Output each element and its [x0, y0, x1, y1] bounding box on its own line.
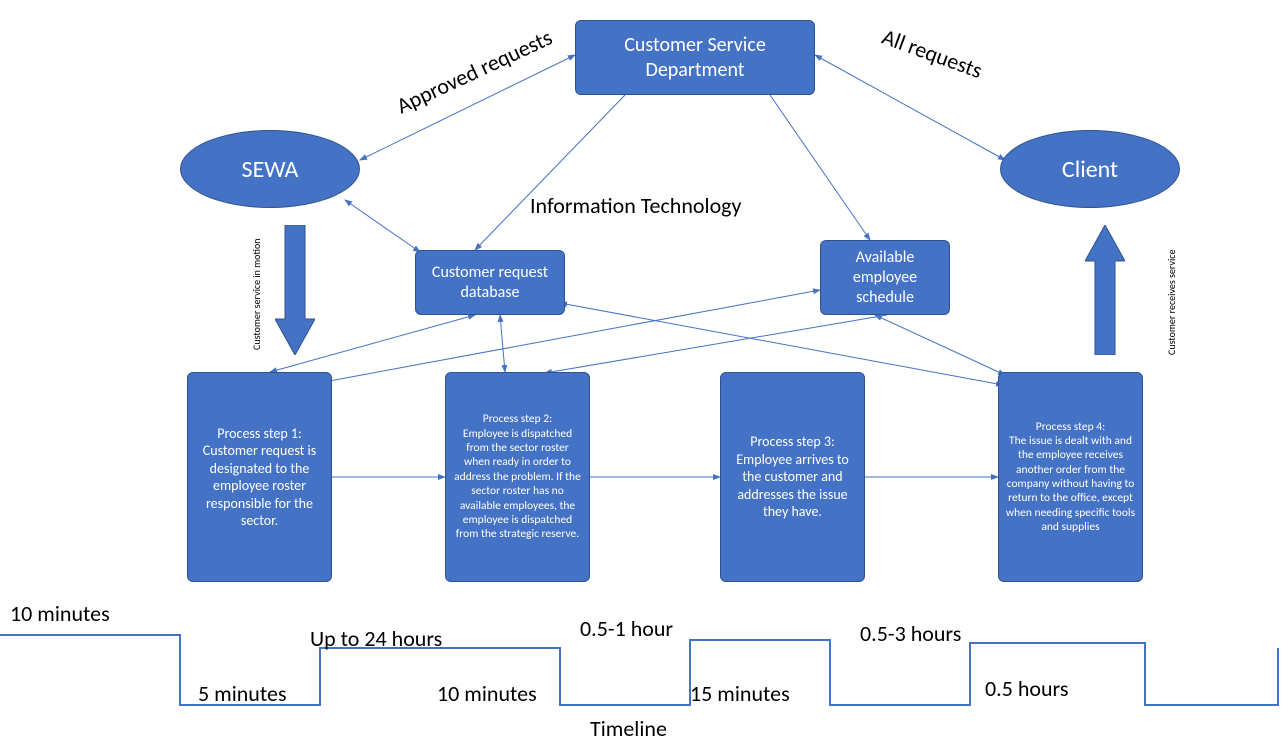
connector-line [545, 315, 887, 373]
connector-line [770, 95, 870, 240]
label-svc_motion: Customer service in motion [250, 238, 263, 350]
node-step3: Process step 3:Employee arrives to the c… [720, 372, 865, 582]
label-approved: Approved requests [392, 24, 556, 120]
thick-arrow-up [1085, 225, 1125, 355]
thick-arrow-shape [1085, 225, 1125, 355]
label-t051: 0.5-1 hour [580, 615, 673, 642]
label-t15min: 15 minutes [690, 680, 790, 707]
label-t5min: 5 minutes [198, 680, 287, 707]
label-timeline: Timeline [590, 715, 667, 742]
node-step2: Process step 2:Employee is dispatched fr… [445, 372, 590, 582]
node-step4: Process step 4:The issue is dealt with a… [998, 372, 1143, 582]
label-receives: Customer receives service [1165, 250, 1178, 356]
label-t05h: 0.5 hours [985, 675, 1068, 702]
thick-arrow-shape [275, 225, 315, 355]
connector-line [324, 290, 820, 382]
label-all_requests: All requests [879, 23, 986, 84]
node-csd: Customer Service Department [575, 20, 815, 95]
node-sewa: SEWA [180, 130, 360, 208]
label-t24h: Up to 24 hours [310, 625, 442, 652]
node-db: Customer request database [415, 250, 565, 315]
node-client: Client [1000, 130, 1180, 208]
label-it: Information Technology [530, 192, 742, 219]
connector-line [345, 200, 420, 252]
node-schedule: Available employee schedule [820, 240, 950, 315]
connector-line [875, 315, 1005, 375]
node-step1: Process step 1:Customer request is desig… [187, 372, 332, 582]
label-t053: 0.5-3 hours [860, 620, 961, 647]
thick-arrow-down [275, 225, 315, 355]
connector-line [475, 95, 625, 250]
label-t10min2: 10 minutes [437, 680, 537, 707]
connector-line [500, 315, 505, 372]
label-t10min: 10 minutes [10, 600, 110, 627]
timeline-wave [0, 635, 1278, 705]
